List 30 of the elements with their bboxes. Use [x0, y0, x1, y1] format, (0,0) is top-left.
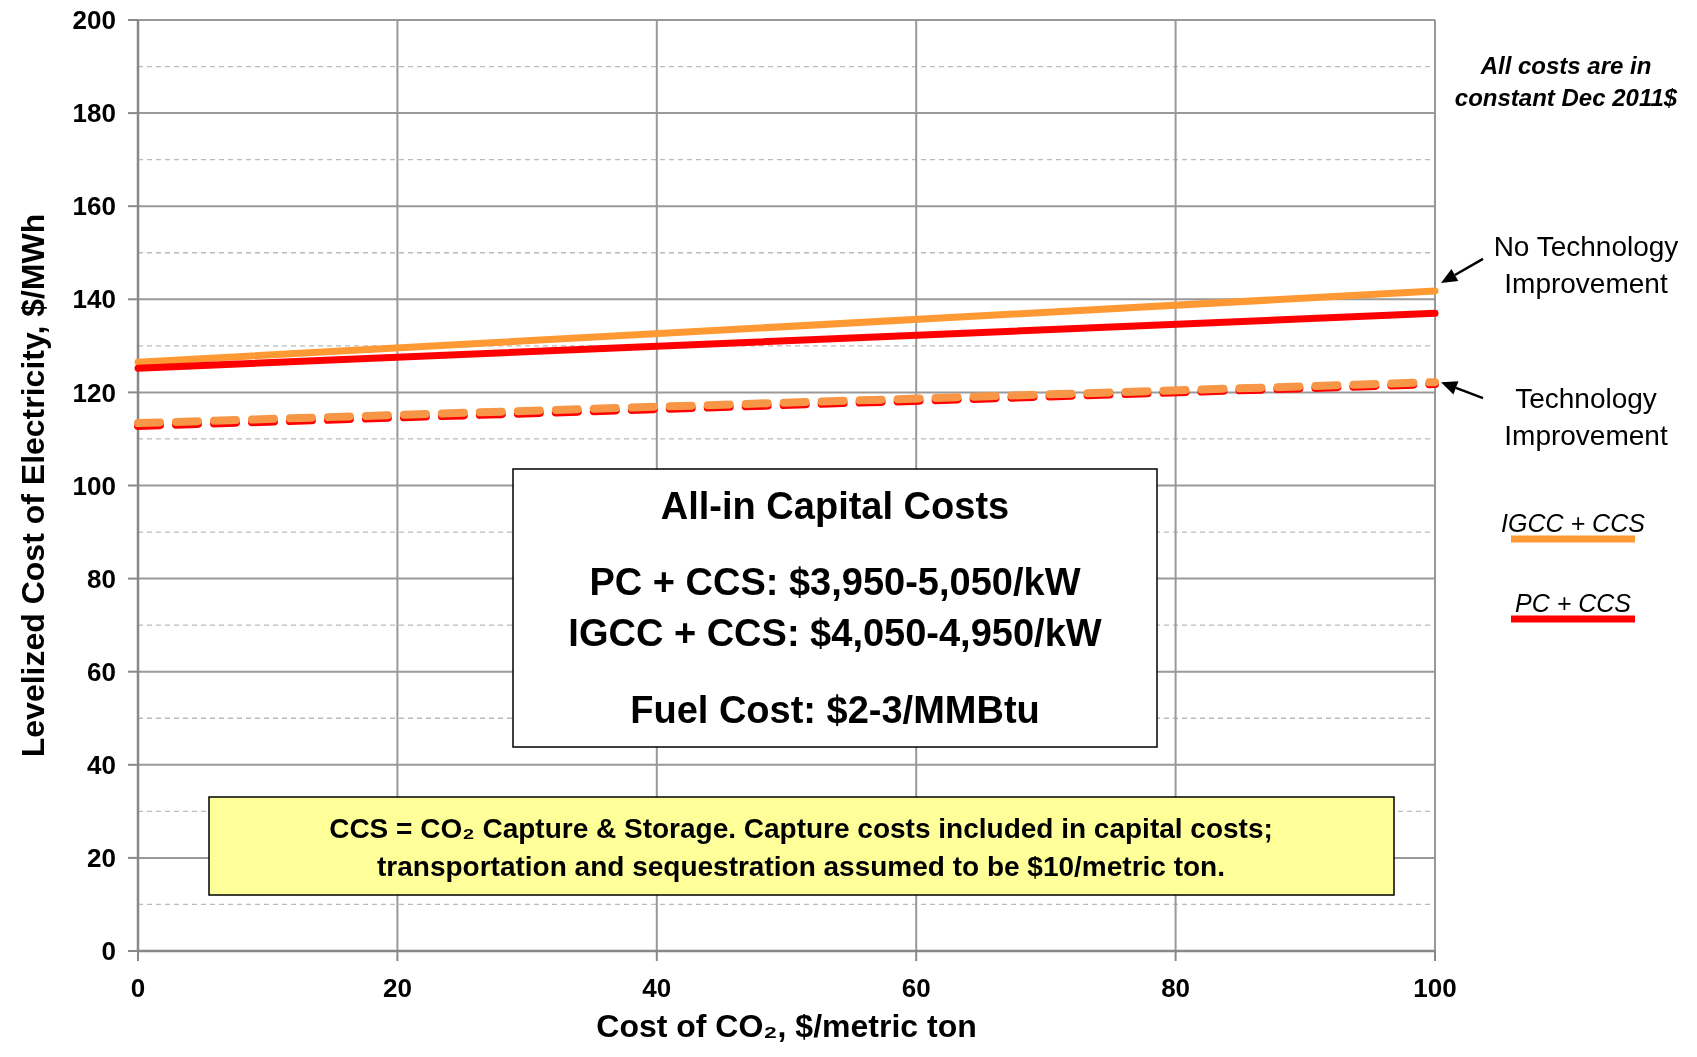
y-tick-label: 140 [72, 284, 116, 315]
y-axis-title: Levelized Cost of Electricity, $/MWh [15, 213, 51, 758]
y-tick-label: 100 [72, 470, 116, 501]
annotation: Technology Improvement [1504, 383, 1668, 451]
text: All costs are in constant Dec 2011$ [1454, 52, 1678, 111]
annotation: IGCC + CCS: $4,050-4,950/kW [568, 612, 1102, 654]
x-axis-title: Cost of CO₂, $/metric ton [596, 1008, 977, 1044]
y-tick-label: 80 [87, 563, 116, 594]
x-tick-label: 80 [1161, 973, 1191, 1003]
annotation: All-in Capital Costs [660, 485, 1010, 527]
y-tick-label: 120 [72, 377, 116, 408]
y-tick-label: 160 [72, 191, 116, 222]
y-tick-label: 0 [101, 936, 116, 967]
text: PC + CCS [1514, 589, 1632, 617]
x-tick-label: 100 [1413, 973, 1457, 1003]
x-tick-label: 40 [642, 973, 672, 1003]
x-tick-label: 60 [901, 973, 931, 1003]
x-tick-label: 20 [382, 973, 412, 1003]
annotation: CCS = CO₂ Capture & Storage. Capture costs included in capital costs; transportation and sequestration assumed to be $10/metric ton. [329, 813, 1273, 882]
annotation: Fuel Cost: $2-3/MMBtu [630, 689, 1040, 731]
y-tick-label: 40 [87, 749, 116, 780]
y-tick-label: 200 [72, 5, 116, 36]
annotation: PC + CCS: $3,950-5,050/kW [589, 561, 1081, 603]
x-tick-label: 0 [130, 973, 146, 1003]
text: IGCC + CCS [1501, 509, 1646, 537]
y-tick-label: 20 [87, 843, 116, 873]
note-box: CCS = CO₂ Capture & Storage. Capture costs included in capital costs; transportation and sequestration assumed to be $10/metric ton. [208, 796, 1395, 896]
annotation: No Technology Improvement [1493, 231, 1679, 299]
y-tick-label: 180 [72, 98, 116, 129]
y-tick-label: 60 [87, 656, 116, 687]
